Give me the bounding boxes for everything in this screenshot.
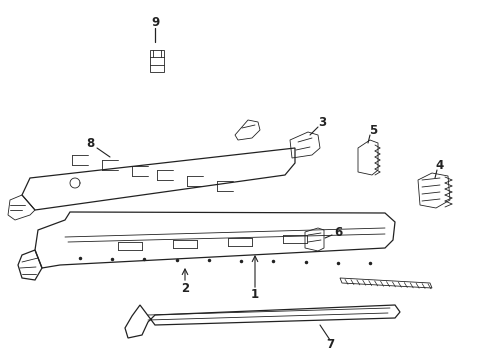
Text: 3: 3 — [318, 116, 326, 129]
Text: 6: 6 — [334, 225, 342, 239]
Text: 8: 8 — [86, 136, 94, 149]
Text: 5: 5 — [369, 123, 377, 136]
Text: 2: 2 — [181, 282, 189, 294]
Text: 9: 9 — [151, 15, 159, 28]
Text: 7: 7 — [326, 338, 334, 351]
Text: 4: 4 — [436, 158, 444, 171]
Text: 1: 1 — [251, 288, 259, 302]
